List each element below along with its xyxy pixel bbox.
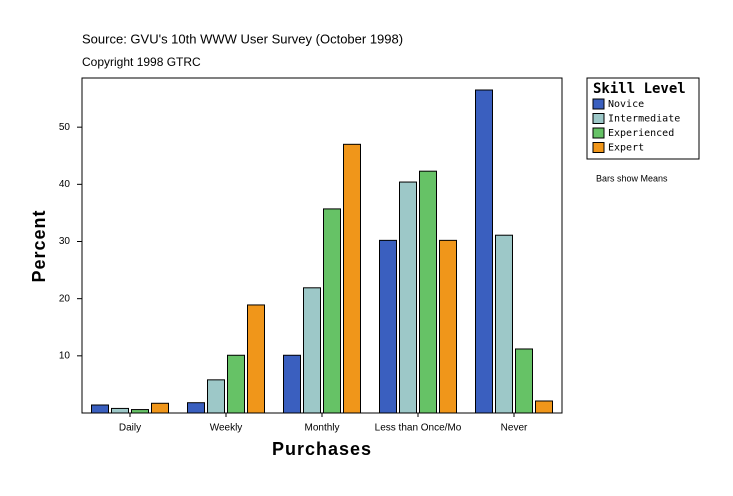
bar xyxy=(91,404,109,414)
bar xyxy=(131,409,149,414)
bar xyxy=(535,400,553,414)
bar xyxy=(323,208,341,414)
y-tick-label: 50 xyxy=(59,122,71,133)
bar xyxy=(495,234,513,414)
bar xyxy=(187,402,205,414)
legend-swatch xyxy=(592,98,605,110)
chart-title: Copyright 1998 GTRC xyxy=(82,55,201,69)
y-axis-label: Percent xyxy=(29,209,49,282)
y-tick-label: 20 xyxy=(59,293,71,304)
bar xyxy=(399,181,417,414)
legend-swatch xyxy=(592,113,605,124)
legend-title: Skill Level xyxy=(593,81,686,97)
bar xyxy=(283,354,301,414)
x-tick-label: Monthly xyxy=(304,423,339,434)
bar xyxy=(419,170,437,414)
legend-label: Intermediate xyxy=(608,114,680,125)
bar xyxy=(475,89,493,414)
x-tick-label: Daily xyxy=(119,423,141,434)
legend-swatch xyxy=(592,127,605,139)
bar xyxy=(515,348,533,414)
bar xyxy=(439,239,457,414)
bar xyxy=(151,402,169,414)
y-tick-label: 40 xyxy=(59,179,71,190)
y-tick-label: 10 xyxy=(59,350,71,361)
chart-subtitle: Source: GVU's 10th WWW User Survey (Octo… xyxy=(82,31,403,46)
bar xyxy=(247,304,265,414)
x-tick-label: Less than Once/Mo xyxy=(375,423,462,434)
x-tick-label: Never xyxy=(501,423,528,434)
x-tick-label: Weekly xyxy=(210,423,243,434)
legend-label: Experienced xyxy=(608,128,674,139)
legend-swatch xyxy=(592,142,605,153)
bar xyxy=(111,407,129,414)
bar xyxy=(227,354,245,414)
bar xyxy=(379,239,397,414)
x-axis-label: Purchases xyxy=(272,439,372,459)
bar xyxy=(207,379,225,414)
bar xyxy=(303,287,321,414)
legend-label: Expert xyxy=(608,143,644,154)
legend-label: Novice xyxy=(608,99,644,110)
note: Bars show Means xyxy=(596,173,668,183)
legend-box xyxy=(586,77,700,160)
bar xyxy=(343,143,361,414)
y-tick-label: 30 xyxy=(59,236,71,247)
